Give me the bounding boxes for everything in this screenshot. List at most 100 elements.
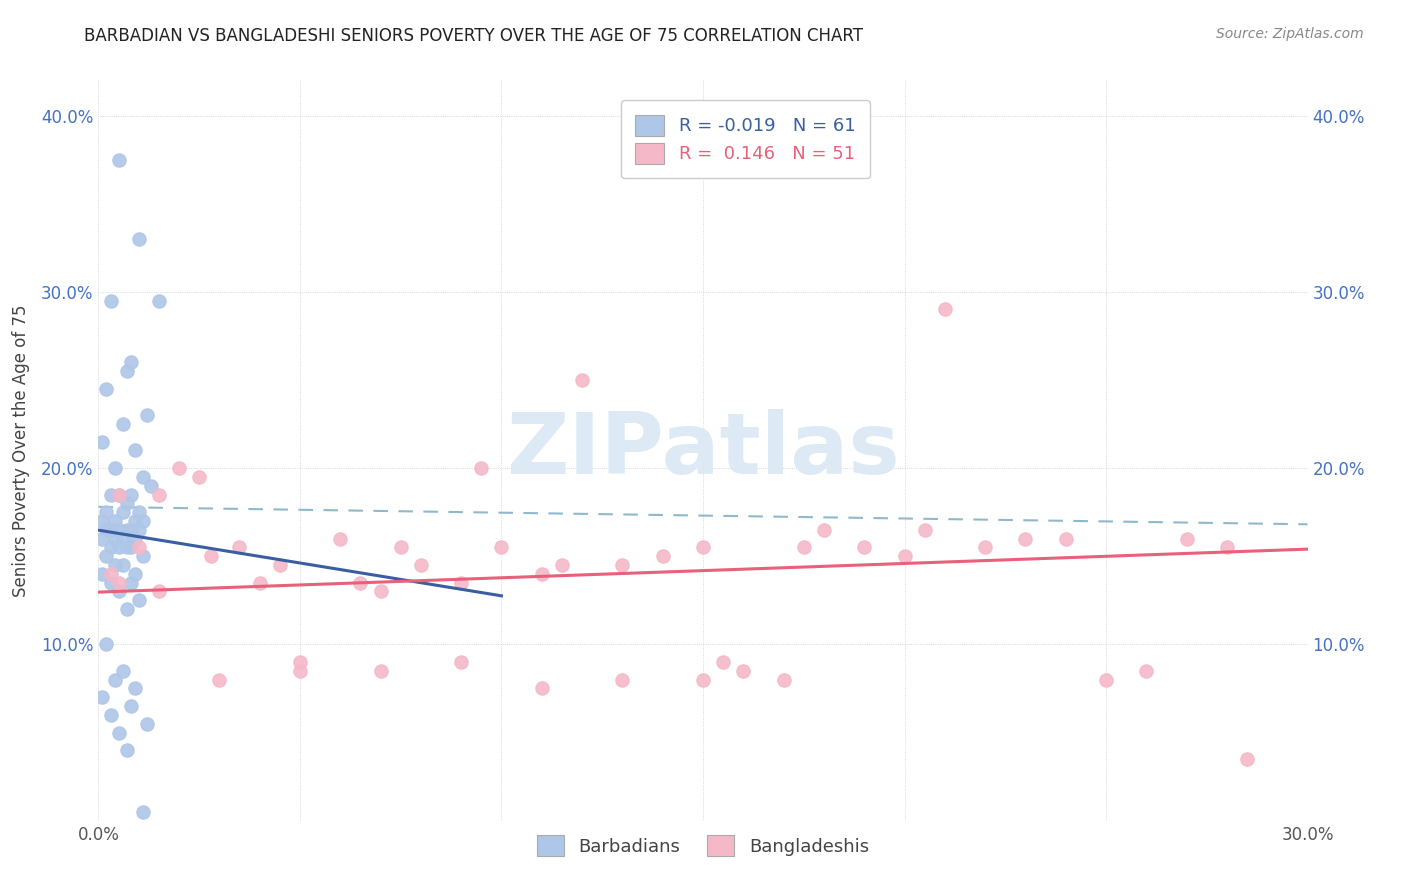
- Point: [96, 505, 118, 519]
- Point: [91, 690, 114, 705]
- Point: [135, 408, 157, 422]
- Point: [530, 681, 553, 696]
- Point: [893, 549, 915, 564]
- Point: [107, 541, 129, 555]
- Point: [100, 487, 122, 501]
- Point: [188, 470, 211, 484]
- Point: [103, 673, 125, 687]
- Point: [612, 673, 634, 687]
- Point: [139, 479, 162, 493]
- Point: [124, 681, 146, 696]
- Point: [107, 487, 129, 501]
- Point: [107, 153, 129, 167]
- Point: [96, 637, 118, 651]
- Point: [103, 532, 125, 546]
- Point: [120, 355, 142, 369]
- Point: [120, 541, 142, 555]
- Point: [167, 461, 190, 475]
- Point: [249, 575, 271, 590]
- Point: [733, 664, 755, 678]
- Point: [409, 558, 432, 572]
- Text: BARBADIAN VS BANGLADESHI SENIORS POVERTY OVER THE AGE OF 75 CORRELATION CHART: BARBADIAN VS BANGLADESHI SENIORS POVERTY…: [84, 27, 863, 45]
- Point: [124, 532, 146, 546]
- Point: [100, 707, 122, 722]
- Point: [612, 558, 634, 572]
- Point: [120, 699, 142, 714]
- Point: [551, 558, 574, 572]
- Point: [107, 523, 129, 537]
- Point: [115, 364, 138, 378]
- Point: [1014, 532, 1036, 546]
- Point: [1135, 664, 1157, 678]
- Point: [132, 549, 155, 564]
- Point: [651, 549, 673, 564]
- Point: [107, 725, 129, 739]
- Point: [269, 558, 291, 572]
- Point: [128, 523, 150, 537]
- Point: [120, 487, 142, 501]
- Point: [914, 523, 936, 537]
- Point: [1054, 532, 1077, 546]
- Point: [111, 505, 134, 519]
- Point: [389, 541, 412, 555]
- Point: [111, 532, 134, 546]
- Point: [103, 558, 125, 572]
- Text: ZIPatlas: ZIPatlas: [506, 409, 900, 492]
- Point: [135, 716, 157, 731]
- Point: [370, 584, 392, 599]
- Point: [115, 541, 138, 555]
- Point: [208, 673, 231, 687]
- Y-axis label: Seniors Poverty Over the Age of 75: Seniors Poverty Over the Age of 75: [11, 304, 30, 597]
- Point: [91, 532, 114, 546]
- Point: [470, 461, 492, 475]
- Point: [124, 514, 146, 528]
- Point: [288, 655, 311, 669]
- Point: [103, 461, 125, 475]
- Point: [349, 575, 371, 590]
- Point: [148, 584, 170, 599]
- Point: [288, 664, 311, 678]
- Point: [128, 232, 150, 246]
- Point: [100, 523, 122, 537]
- Point: [1236, 752, 1258, 766]
- Point: [124, 566, 146, 581]
- Point: [115, 743, 138, 757]
- Point: [100, 566, 122, 581]
- Point: [111, 417, 134, 431]
- Point: [813, 523, 835, 537]
- Point: [103, 514, 125, 528]
- Point: [772, 673, 794, 687]
- Legend: Barbadians, Bangladeshis: Barbadians, Bangladeshis: [530, 828, 876, 863]
- Point: [96, 523, 118, 537]
- Point: [793, 541, 815, 555]
- Point: [96, 382, 118, 396]
- Point: [132, 514, 155, 528]
- Point: [571, 373, 593, 387]
- Point: [1095, 673, 1118, 687]
- Point: [91, 434, 114, 449]
- Point: [200, 549, 222, 564]
- Point: [974, 541, 997, 555]
- Point: [128, 505, 150, 519]
- Point: [128, 541, 150, 555]
- Point: [148, 293, 170, 308]
- Point: [115, 602, 138, 616]
- Point: [107, 487, 129, 501]
- Point: [692, 673, 714, 687]
- Point: [100, 575, 122, 590]
- Point: [329, 532, 352, 546]
- Point: [91, 514, 114, 528]
- Point: [711, 655, 734, 669]
- Point: [107, 575, 129, 590]
- Point: [91, 566, 114, 581]
- Point: [124, 443, 146, 458]
- Point: [96, 549, 118, 564]
- Point: [530, 566, 553, 581]
- Point: [853, 541, 876, 555]
- Point: [111, 664, 134, 678]
- Point: [120, 575, 142, 590]
- Point: [111, 558, 134, 572]
- Point: [128, 593, 150, 607]
- Point: [132, 470, 155, 484]
- Point: [450, 575, 472, 590]
